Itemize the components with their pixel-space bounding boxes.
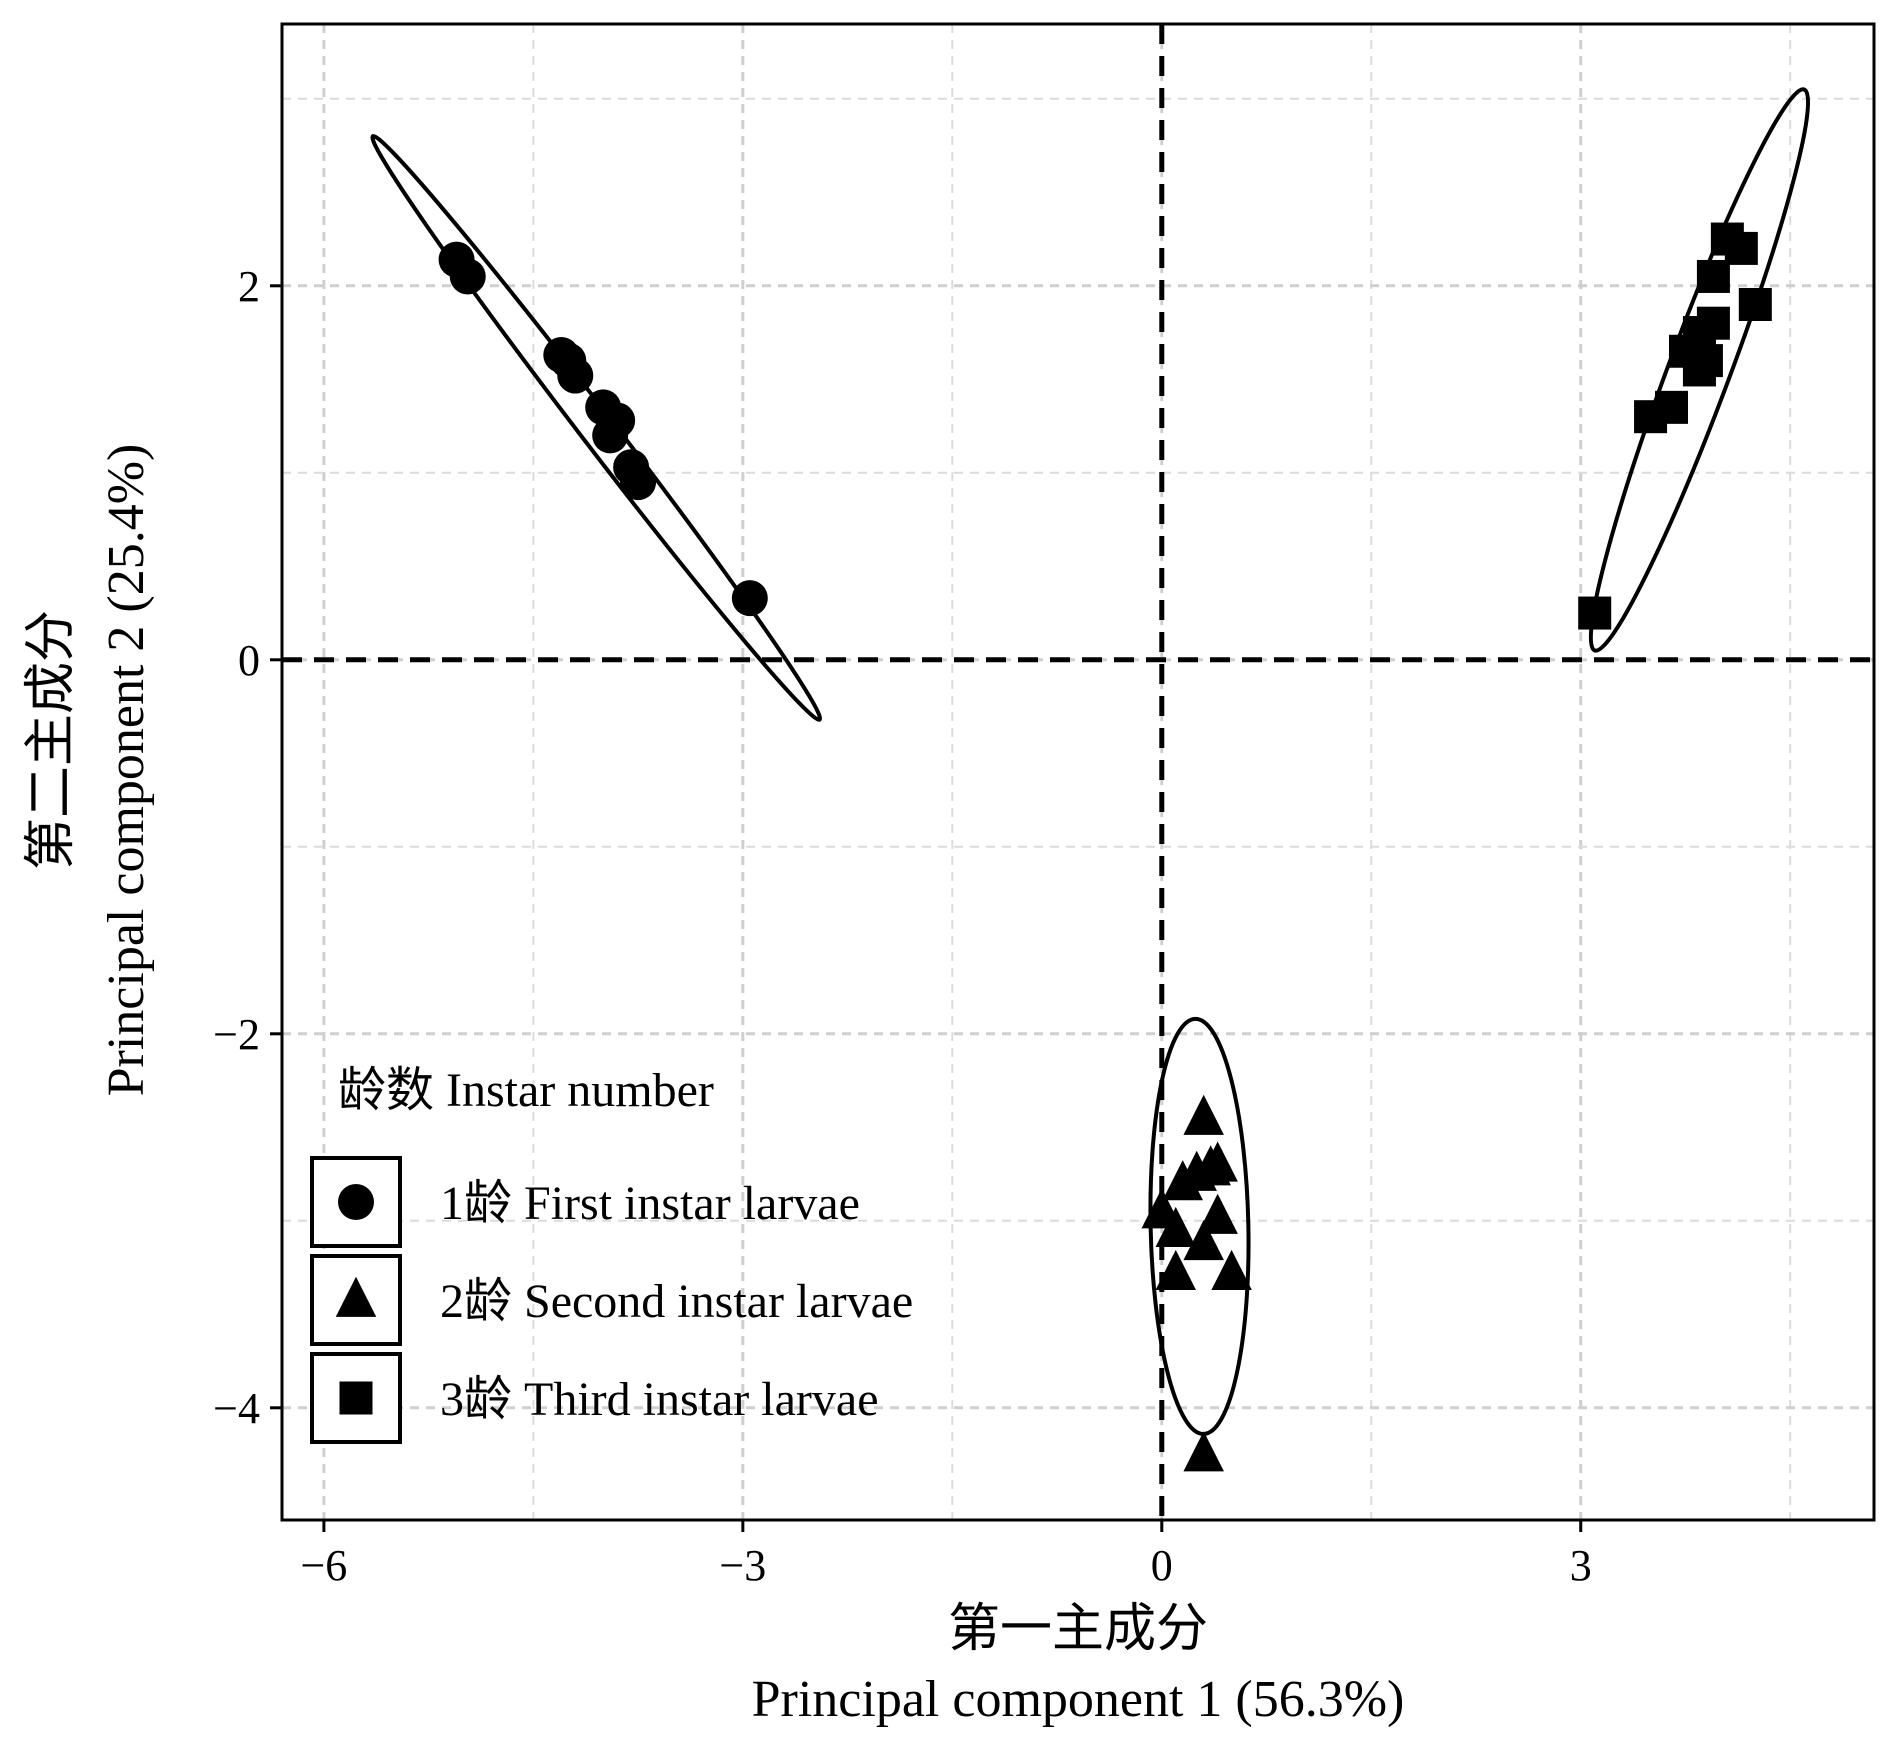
square-point — [1696, 259, 1730, 293]
square-point — [1578, 596, 1612, 630]
circle-point — [620, 464, 657, 501]
circle-point — [557, 357, 594, 394]
triangle-point — [1197, 1141, 1238, 1182]
legend-label: 3龄 Third instar larvae — [440, 1373, 879, 1426]
triangle-point — [1183, 1094, 1224, 1135]
x-axis-ticks: −6 −3 0 3 — [300, 1520, 1592, 1590]
x-tick-label: 0 — [1151, 1541, 1173, 1590]
triangle-point — [1155, 1206, 1197, 1248]
y-tick-label: 0 — [238, 636, 260, 685]
triangle-point — [1183, 1219, 1224, 1261]
confidence-ellipses — [370, 87, 1811, 1436]
square-point — [1724, 231, 1758, 265]
x-tick-label: −3 — [719, 1541, 766, 1590]
legend-circle-icon — [338, 1184, 374, 1220]
triangle-point — [1155, 1249, 1197, 1291]
triangle-point — [1211, 1249, 1252, 1291]
square-point — [1689, 344, 1723, 378]
plot-border — [280, 22, 1876, 1522]
triangle-point — [1162, 1160, 1203, 1201]
legend-label: 1龄 First instar larvae — [440, 1177, 860, 1230]
reference-lines — [282, 24, 1874, 1520]
circle-point — [731, 580, 768, 617]
circle-point — [449, 258, 486, 295]
x-tick-label: −6 — [300, 1541, 347, 1590]
x-axis-title-en: Principal component 1 (56.3%) — [752, 1671, 1405, 1728]
triangle-point — [1197, 1193, 1238, 1234]
y-tick-label: −4 — [213, 1384, 260, 1433]
legend-title: 龄数 Instar number — [338, 1064, 714, 1117]
x-tick-label: 3 — [1570, 1541, 1592, 1590]
y-axis-title-en: Principal component 2 (25.4%) — [98, 444, 155, 1097]
legend-triangle-icon — [335, 1276, 377, 1317]
y-axis-title-cn: 第二主成分 — [23, 610, 80, 870]
x-axis-title-cn: 第一主成分 — [948, 1601, 1208, 1658]
legend-label: 2龄 Second instar larvae — [440, 1275, 913, 1328]
y-axis-ticks: 2 0 −2 −4 — [213, 262, 282, 1433]
legend-square-icon — [339, 1381, 373, 1415]
square-point — [1738, 288, 1772, 321]
y-tick-label: 2 — [238, 262, 260, 311]
square-point — [1634, 400, 1668, 434]
data-points — [438, 222, 1772, 1472]
legend: 龄数 Instar number 1龄 First instar larvae 2… — [310, 1064, 913, 1444]
circle-point — [592, 417, 629, 454]
triangle-point — [1183, 1431, 1224, 1472]
y-tick-label: −2 — [213, 1010, 260, 1059]
